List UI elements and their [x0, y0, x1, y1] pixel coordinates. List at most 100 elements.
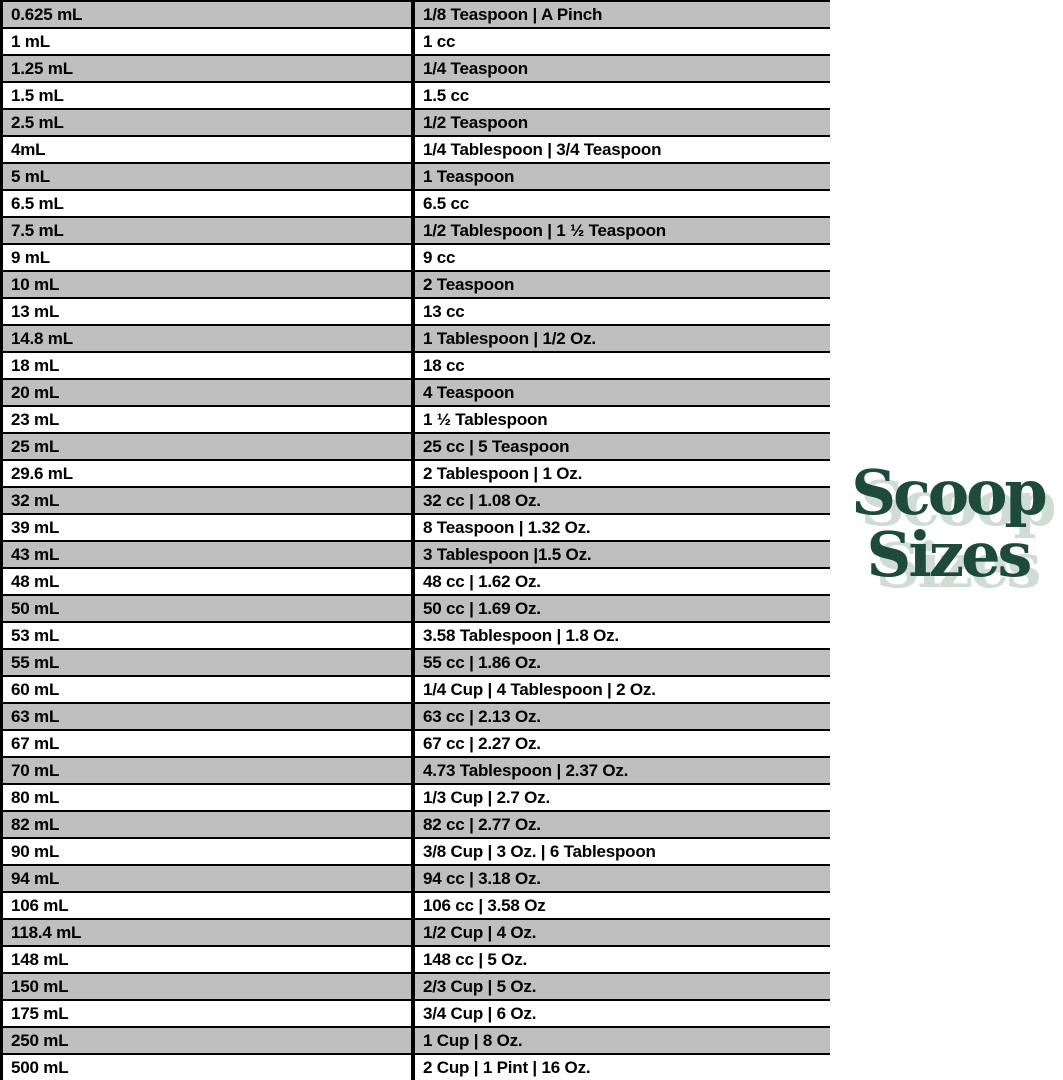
ml-cell: 18 mL	[3, 353, 415, 378]
equiv-cell: 1/4 Tablespoon | 3/4 Teaspoon	[423, 140, 662, 159]
ml-cell: 23 mL	[3, 407, 415, 432]
ml-cell: 1.5 mL	[3, 83, 415, 108]
equiv-cell: 50 cc | 1.69 Oz.	[423, 599, 541, 618]
equiv-cell: 1 ½ Tablespoon	[423, 410, 548, 429]
equiv-cell: 148 cc | 5 Oz.	[423, 950, 528, 969]
logo-line1: Scoop	[851, 456, 1048, 529]
table-row: 118.4 mL 1/2 Cup | 4 Oz.	[3, 920, 830, 947]
table-row: 53 mL 3.58 Tablespoon | 1.8 Oz.	[3, 623, 830, 650]
ml-cell: 20 mL	[3, 380, 415, 405]
equiv-cell: 13 cc	[423, 302, 465, 321]
ml-cell: 63 mL	[3, 704, 415, 729]
table-row: 70 mL 4.73 Tablespoon | 2.37 Oz.	[3, 758, 830, 785]
ml-cell: 48 mL	[3, 569, 415, 594]
equiv-cell: 2 Cup | 1 Pint | 16 Oz.	[423, 1058, 591, 1077]
equiv-cell: 1/2 Cup | 4 Oz.	[423, 923, 537, 942]
ml-cell: 80 mL	[3, 785, 415, 810]
equiv-cell: 3 Tablespoon |1.5 Oz.	[423, 545, 592, 564]
equiv-cell: 18 cc	[423, 356, 465, 375]
equiv-cell: 63 cc | 2.13 Oz.	[423, 707, 541, 726]
ml-cell: 55 mL	[3, 650, 415, 675]
logo-line2: Sizes	[866, 518, 1033, 591]
table-row: 43 mL 3 Tablespoon |1.5 Oz.	[3, 542, 830, 569]
ml-cell: 94 mL	[3, 866, 415, 891]
table-row: 55 mL 55 cc | 1.86 Oz.	[3, 650, 830, 677]
table-row: 39 mL 8 Teaspoon | 1.32 Oz.	[3, 515, 830, 542]
ml-cell: 32 mL	[3, 488, 415, 513]
ml-cell: 14.8 mL	[3, 326, 415, 351]
table-row: 2.5 mL 1/2 Teaspoon	[3, 110, 830, 137]
equiv-cell: 1/2 Tablespoon | 1 ½ Teaspoon	[423, 221, 666, 240]
table-row: 0.625 mL 1/8 Teaspoon | A Pinch	[3, 2, 830, 29]
table-row: 82 mL 82 cc | 2.77 Oz.	[3, 812, 830, 839]
equiv-cell: 48 cc | 1.62 Oz.	[423, 572, 541, 591]
equiv-cell: 1 Teaspoon	[423, 167, 515, 186]
ml-cell: 1 mL	[3, 29, 415, 54]
table-row: 500 mL 2 Cup | 1 Pint | 16 Oz.	[3, 1055, 830, 1080]
table-row: 148 mL 148 cc | 5 Oz.	[3, 947, 830, 974]
table-row: 9 mL 9 cc	[3, 245, 830, 272]
ml-cell: 6.5 mL	[3, 191, 415, 216]
table-row: 48 mL 48 cc | 1.62 Oz.	[3, 569, 830, 596]
ml-cell: 39 mL	[3, 515, 415, 540]
table-row: 1 mL 1 cc	[3, 29, 830, 56]
ml-cell: 1.25 mL	[3, 56, 415, 81]
ml-cell: 82 mL	[3, 812, 415, 837]
equiv-cell: 1.5 cc	[423, 86, 470, 105]
equiv-cell: 4 Teaspoon	[423, 383, 515, 402]
table-row: 5 mL 1 Teaspoon	[3, 164, 830, 191]
table-row: 4mL 1/4 Tablespoon | 3/4 Teaspoon	[3, 137, 830, 164]
table-row: 250 mL 1 Cup | 8 Oz.	[3, 1028, 830, 1055]
table-row: 150 mL 2/3 Cup | 5 Oz.	[3, 974, 830, 1001]
table-row: 94 mL 94 cc | 3.18 Oz.	[3, 866, 830, 893]
table-row: 25 mL 25 cc | 5 Teaspoon	[3, 434, 830, 461]
equiv-cell: 1/2 Teaspoon	[423, 113, 528, 132]
ml-cell: 150 mL	[3, 974, 415, 999]
equiv-cell: 1/8 Teaspoon | A Pinch	[423, 5, 603, 24]
equiv-cell: 1/4 Cup | 4 Tablespoon | 2 Oz.	[423, 680, 656, 699]
equiv-cell: 9 cc	[423, 248, 456, 267]
table-row: 10 mL 2 Teaspoon	[3, 272, 830, 299]
equiv-cell: 2 Tablespoon | 1 Oz.	[423, 464, 583, 483]
equiv-cell: 1 cc	[423, 32, 456, 51]
ml-cell: 250 mL	[3, 1028, 415, 1053]
ml-cell: 25 mL	[3, 434, 415, 459]
equiv-cell: 32 cc | 1.08 Oz.	[423, 491, 541, 510]
table-row: 32 mL 32 cc | 1.08 Oz.	[3, 488, 830, 515]
equiv-cell: 55 cc | 1.86 Oz.	[423, 653, 541, 672]
ml-cell: 7.5 mL	[3, 218, 415, 243]
equiv-cell: 3.58 Tablespoon | 1.8 Oz.	[423, 626, 619, 645]
table-row: 175 mL 3/4 Cup | 6 Oz.	[3, 1001, 830, 1028]
equiv-cell: 1 Cup | 8 Oz.	[423, 1031, 523, 1050]
table-row: 50 mL 50 cc | 1.69 Oz.	[3, 596, 830, 623]
equiv-cell: 4.73 Tablespoon | 2.37 Oz.	[423, 761, 629, 780]
ml-cell: 10 mL	[3, 272, 415, 297]
equiv-cell: 82 cc | 2.77 Oz.	[423, 815, 541, 834]
ml-cell: 5 mL	[3, 164, 415, 189]
equiv-cell: 94 cc | 3.18 Oz.	[423, 869, 541, 888]
ml-cell: 175 mL	[3, 1001, 415, 1026]
ml-cell: 70 mL	[3, 758, 415, 783]
ml-cell: 9 mL	[3, 245, 415, 270]
equiv-cell: 3/4 Cup | 6 Oz.	[423, 1004, 537, 1023]
table-row: 1.5 mL 1.5 cc	[3, 83, 830, 110]
equiv-cell: 1/3 Cup | 2.7 Oz.	[423, 788, 551, 807]
table-row: 23 mL 1 ½ Tablespoon	[3, 407, 830, 434]
table-row: 90 mL 3/8 Cup | 3 Oz. | 6 Tablespoon	[3, 839, 830, 866]
table-row: 63 mL 63 cc | 2.13 Oz.	[3, 704, 830, 731]
equiv-cell: 25 cc | 5 Teaspoon	[423, 437, 570, 456]
table-row: 29.6 mL 2 Tablespoon | 1 Oz.	[3, 461, 830, 488]
ml-cell: 148 mL	[3, 947, 415, 972]
ml-cell: 2.5 mL	[3, 110, 415, 135]
table-row: 106 mL 106 cc | 3.58 Oz	[3, 893, 830, 920]
ml-cell: 43 mL	[3, 542, 415, 567]
table-row: 14.8 mL 1 Tablespoon | 1/2 Oz.	[3, 326, 830, 353]
table-row: 13 mL 13 cc	[3, 299, 830, 326]
table-row: 6.5 mL 6.5 cc	[3, 191, 830, 218]
ml-cell: 0.625 mL	[3, 2, 415, 27]
ml-cell: 29.6 mL	[3, 461, 415, 486]
ml-cell: 53 mL	[3, 623, 415, 648]
ml-cell: 500 mL	[3, 1055, 415, 1080]
ml-cell: 4mL	[3, 137, 415, 162]
